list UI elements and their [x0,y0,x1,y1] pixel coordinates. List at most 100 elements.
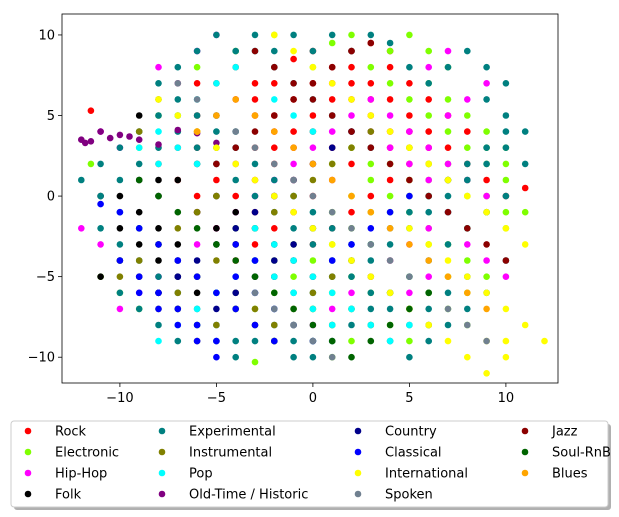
point-jazz-5 [348,128,355,135]
point-jazz-21 [232,144,239,151]
point-rock-48 [290,128,297,135]
point-experimental-8 [309,241,317,248]
point-pop-41 [174,144,182,151]
point-electronic-12 [386,192,394,200]
legend-marker-blues [521,469,529,477]
point-hip-hop-7 [386,144,394,151]
point-folk-14 [193,289,201,297]
legend-box [10,420,609,508]
point-pop-27 [309,305,317,313]
point-jazz-17 [309,80,317,87]
point-international-1 [174,112,182,119]
legend-label-pop: Pop [189,467,213,482]
point-hip-hop-33 [483,257,490,264]
point-spoken-11 [386,257,394,264]
point-blues-11 [444,273,452,281]
point-jazz-8 [406,176,413,184]
point-international-25 [502,225,510,232]
point-rock-9 [367,80,375,87]
point-instrumental-4 [213,257,220,264]
point-experimental-38 [213,31,220,39]
point-pop-13 [251,225,259,232]
point-rock-55 [425,128,433,135]
point-experimental-119 [174,337,182,345]
point-international-9 [328,241,336,248]
point-spoken-20 [309,337,317,345]
point-folk-4 [155,225,162,232]
point-classical-29 [386,208,394,216]
point-pop-31 [155,337,162,345]
point-folk-10 [135,241,143,248]
point-experimental-70 [251,160,259,168]
point-international-38 [502,305,510,313]
point-experimental-54 [483,96,490,103]
point-experimental-116 [232,353,239,361]
point-experimental-73 [193,112,201,119]
point-jazz-20 [251,128,259,135]
point-spoken-4 [251,144,259,151]
point-experimental-55 [502,112,510,119]
point-experimental-48 [406,63,413,71]
point-hip-hop-40 [425,63,433,71]
point-electronic-6 [464,144,471,151]
point-soul-rnb-2 [290,305,297,313]
point-international-26 [521,241,529,248]
point-pop-7 [232,63,239,71]
point-electronic-66 [406,31,413,39]
point-experimental-39 [232,47,239,55]
point-folk-5 [174,241,182,248]
point-experimental-2 [193,144,201,151]
point-hip-hop-23 [78,225,85,232]
point-experimental-37 [193,47,201,55]
point-jazz-13 [502,257,510,264]
point-classical-5 [193,273,201,281]
point-classical-20 [213,337,220,345]
point-electronic-65 [425,47,433,55]
point-experimental-105 [444,241,452,248]
point-pop-36 [290,112,297,119]
point-jazz-0 [251,47,259,55]
point-old-time-historic-9 [81,139,89,147]
point-hip-hop-5 [425,176,433,184]
legend-label-electronic: Electronic [55,446,119,461]
point-electronic-101 [502,160,510,168]
point-old-time-historic-3 [116,131,124,139]
legend-marker-pop [158,469,166,477]
point-international-8 [309,225,317,232]
point-electronic-38 [502,176,510,184]
point-spoken-19 [290,321,297,329]
point-experimental-7 [290,225,297,232]
point-jazz-19 [271,112,278,119]
legend-label-hip-hop: Hip-Hop [55,467,107,482]
point-electronic-7 [444,128,452,135]
point-pop-8 [213,80,220,87]
point-soul-rnb-9 [425,289,433,297]
point-experimental-40 [251,31,259,39]
point-electronic-16 [464,257,471,264]
legend-marker-old-time-historic [158,490,166,498]
point-instrumental-40 [213,192,220,200]
point-rock-34 [348,208,355,216]
point-experimental-76 [135,160,143,168]
point-international-30 [309,63,317,71]
point-soul-rnb-15 [135,176,143,184]
point-blues-4 [309,160,317,168]
point-blues-7 [367,208,375,216]
point-soul-rnb-0 [251,273,259,281]
legend-label-rock: Rock [55,425,87,440]
point-experimental-36 [174,63,182,71]
point-experimental-42 [290,31,297,39]
point-old-time-historic-4 [135,136,143,143]
point-experimental-101 [521,160,529,168]
point-hip-hop-25 [425,225,433,232]
point-blues-5 [328,176,336,184]
point-rock-21 [251,80,259,87]
point-international-7 [290,208,297,216]
point-hip-hop-34 [502,273,510,281]
point-country-2 [193,257,201,264]
point-classical-21 [232,273,239,281]
point-classical-16 [135,273,143,281]
point-blues-8 [386,225,394,232]
point-pop-12 [135,144,143,151]
point-jazz-1 [271,63,278,71]
